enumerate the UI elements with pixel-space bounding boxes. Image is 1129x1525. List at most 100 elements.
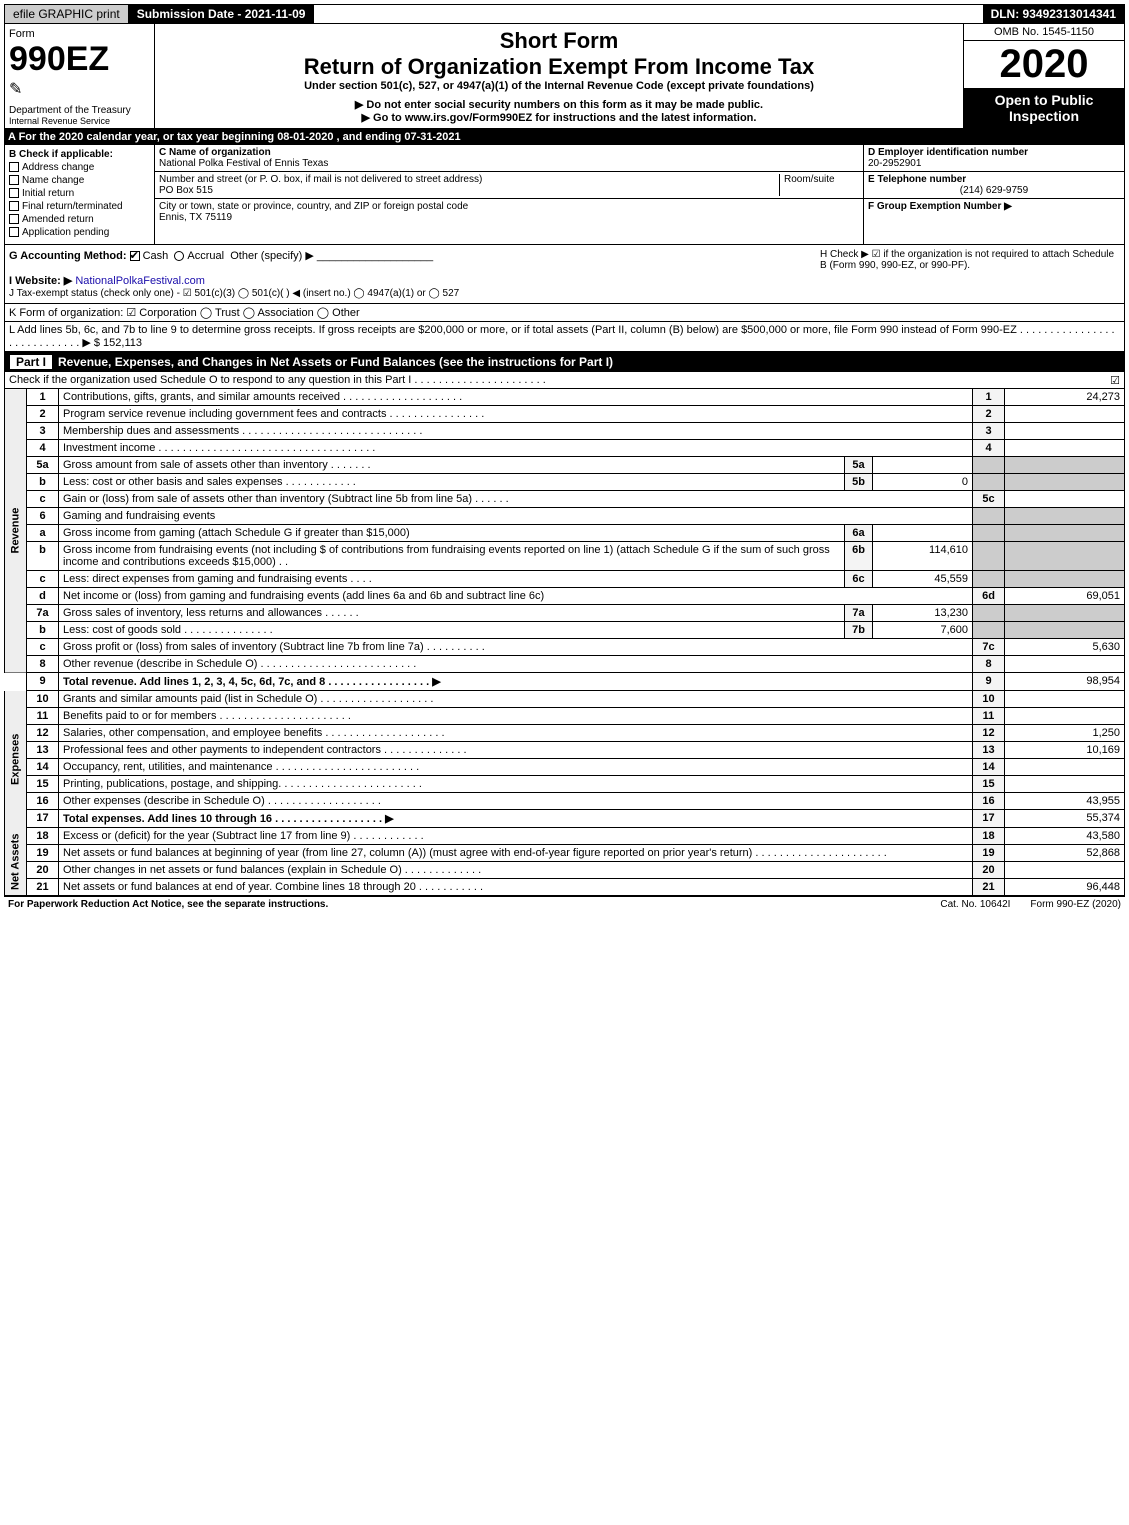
line-12-value: 1,250 (1005, 725, 1125, 742)
line-6b-value: 114,610 (873, 542, 973, 571)
form-label: Form (9, 28, 150, 40)
open-public-badge: Open to Public Inspection (964, 88, 1124, 128)
line-18-value: 43,580 (1005, 828, 1125, 845)
part-i-subtitle-row: Check if the organization used Schedule … (4, 372, 1125, 389)
ssn-warning: ▶ Do not enter social security numbers o… (159, 98, 959, 111)
top-bar: efile GRAPHIC print Submission Date - 20… (4, 4, 1125, 24)
street-label: Number and street (or P. O. box, if mail… (159, 174, 482, 185)
line-5a-value (873, 457, 973, 474)
line-4-value (1005, 440, 1125, 457)
street-value: PO Box 515 (159, 185, 213, 196)
line-7b-value: 7,600 (873, 622, 973, 639)
section-b: B Check if applicable: Address change Na… (5, 145, 155, 244)
line-2-value (1005, 406, 1125, 423)
net-assets-tab: Net Assets (5, 828, 27, 896)
efile-print-button[interactable]: efile GRAPHIC print (5, 5, 129, 23)
line-9-value: 98,954 (1005, 673, 1125, 691)
line-6b-desc: Gross income from fundraising events (no… (59, 542, 845, 571)
line-5c-value (1005, 491, 1125, 508)
line-3-value (1005, 423, 1125, 440)
section-c: C Name of organization National Polka Fe… (155, 145, 864, 244)
line-6d-value: 69,051 (1005, 588, 1125, 605)
under-section-text: Under section 501(c), 527, or 4947(a)(1)… (159, 80, 959, 92)
section-l: L Add lines 5b, 6c, and 7b to line 9 to … (4, 322, 1125, 352)
line-6c-value: 45,559 (873, 571, 973, 588)
short-form-title: Short Form (159, 28, 959, 54)
form-number: 990EZ (9, 40, 150, 79)
room-label: Room/suite (784, 174, 835, 185)
line-11-value (1005, 708, 1125, 725)
line-1-desc: Contributions, gifts, grants, and simila… (59, 389, 973, 406)
line-7a-value: 13,230 (873, 605, 973, 622)
org-name-label: C Name of organization (159, 147, 271, 158)
checkbox-application-pending[interactable]: Application pending (9, 227, 150, 238)
checkbox-initial-return[interactable]: Initial return (9, 188, 150, 199)
line-1-box: 1 (973, 389, 1005, 406)
expenses-tab: Expenses (5, 691, 27, 828)
checkbox-amended-return[interactable]: Amended return (9, 214, 150, 225)
paperwork-notice: For Paperwork Reduction Act Notice, see … (8, 899, 328, 910)
department-label: Department of the Treasury (9, 105, 131, 116)
section-b-label: B Check if applicable: (9, 149, 113, 160)
part-i-header: Part I Revenue, Expenses, and Changes in… (4, 352, 1125, 372)
part-i-label: Part I (10, 355, 52, 369)
line-8-value (1005, 656, 1125, 673)
row-a-tax-period: A For the 2020 calendar year, or tax yea… (4, 129, 1125, 145)
line-19-value: 52,868 (1005, 845, 1125, 862)
form-title-block: Short Form Return of Organization Exempt… (155, 24, 964, 128)
section-h: H Check ▶ ☑ if the organization is not r… (820, 249, 1120, 299)
part-i-checkbox[interactable]: ☑ (1110, 374, 1120, 387)
section-k: K Form of organization: ☑ Corporation ◯ … (4, 304, 1125, 322)
page-footer: For Paperwork Reduction Act Notice, see … (4, 896, 1125, 912)
ein-value: 20-2952901 (868, 158, 921, 169)
city-label: City or town, state or province, country… (159, 201, 468, 212)
group-exemption-label: F Group Exemption Number ▶ (868, 201, 1012, 212)
accounting-method-label: G Accounting Method: (9, 250, 127, 262)
telephone-label: E Telephone number (868, 174, 966, 185)
part-i-title: Revenue, Expenses, and Changes in Net As… (58, 355, 613, 369)
line-1-no: 1 (27, 389, 59, 406)
tax-year: 2020 (964, 41, 1124, 88)
website-link[interactable]: NationalPolkaFestival.com (75, 275, 205, 287)
org-name: National Polka Festival of Ennis Texas (159, 158, 328, 169)
radio-accrual[interactable] (174, 251, 184, 261)
revenue-tab: Revenue (5, 389, 27, 673)
telephone-value: (214) 629-9759 (868, 185, 1120, 196)
catalog-number: Cat. No. 10642I (940, 899, 1010, 910)
return-title: Return of Organization Exempt From Incom… (159, 54, 959, 80)
line-7c-value: 5,630 (1005, 639, 1125, 656)
part-i-table: Revenue 1 Contributions, gifts, grants, … (4, 389, 1125, 896)
line-14-value (1005, 759, 1125, 776)
ein-label: D Employer identification number (868, 147, 1028, 158)
line-6a-value (873, 525, 973, 542)
city-value: Ennis, TX 75119 (159, 212, 232, 223)
goto-link[interactable]: ▶ Go to www.irs.gov/Form990EZ for instru… (159, 111, 959, 124)
line-16-value: 43,955 (1005, 793, 1125, 810)
website-label: I Website: ▶ (9, 275, 72, 287)
line-15-value (1005, 776, 1125, 793)
entity-block: B Check if applicable: Address change Na… (4, 145, 1125, 245)
line-13-value: 10,169 (1005, 742, 1125, 759)
checkbox-final-return[interactable]: Final return/terminated (9, 201, 150, 212)
line-5b-value: 0 (873, 474, 973, 491)
line-10-value (1005, 691, 1125, 708)
line-17-value: 55,374 (1005, 810, 1125, 828)
submission-date: Submission Date - 2021-11-09 (129, 5, 315, 23)
line-21-value: 96,448 (1005, 879, 1125, 896)
checkbox-address-change[interactable]: Address change (9, 162, 150, 173)
dln: DLN: 93492313014341 (983, 5, 1124, 23)
omb-number: OMB No. 1545-1150 (964, 24, 1124, 41)
form-header: Form 990EZ ✎ Department of the Treasury … (4, 24, 1125, 129)
checkbox-name-change[interactable]: Name change (9, 175, 150, 186)
section-def: D Employer identification number 20-2952… (864, 145, 1124, 244)
form-meta-block: OMB No. 1545-1150 2020 Open to Public In… (964, 24, 1124, 128)
section-gh: G Accounting Method: Cash Accrual Other … (4, 245, 1125, 304)
section-j: J Tax-exempt status (check only one) - ☑… (9, 288, 459, 299)
form-footer-id: Form 990-EZ (2020) (1030, 899, 1121, 910)
irs-label: Internal Revenue Service (9, 116, 131, 126)
line-1-value: 24,273 (1005, 389, 1125, 406)
line-20-value (1005, 862, 1125, 879)
form-id-block: Form 990EZ ✎ Department of the Treasury … (5, 24, 155, 128)
checkbox-cash[interactable] (130, 251, 140, 261)
gross-receipts-value: $ 152,113 (94, 337, 142, 349)
